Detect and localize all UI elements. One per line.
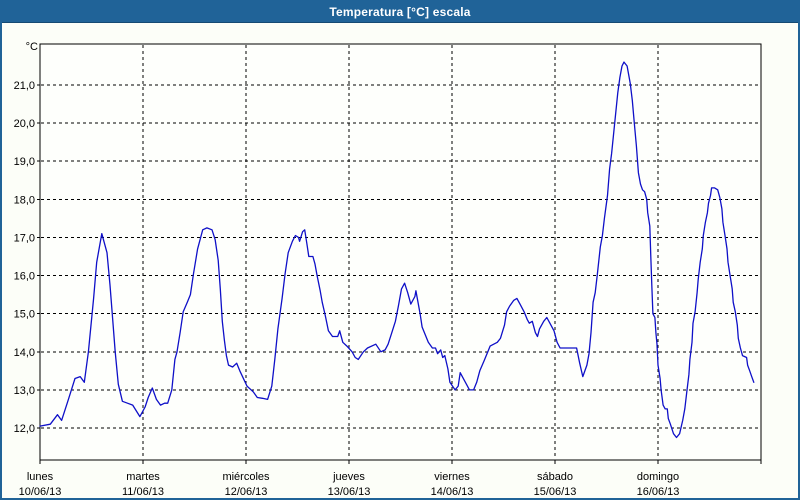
- x-tick-date-label: 14/06/13: [431, 486, 474, 498]
- x-tick-date-label: 12/06/13: [225, 486, 268, 498]
- plot-area: [39, 43, 762, 461]
- y-tick-label: 12,0: [14, 423, 35, 435]
- x-tick-day-label: miércoles: [222, 471, 270, 483]
- x-tick-day-label: lunes: [27, 471, 54, 483]
- temperature-line: [39, 61, 755, 439]
- chart-title: Temperatura [°C] escala: [329, 5, 471, 19]
- chart-area: 21,0 20,0 19,0 18,0 17,0 16,0 15,0 14,0 13,0 12,0…: [2, 23, 798, 498]
- x-tick-date-label: 16/06/13: [637, 486, 680, 498]
- temperature-chart: 21,0 20,0 19,0 18,0 17,0 16,0 15,0 14,0 13,0 12,0…: [14, 41, 762, 498]
- y-tick-label: 15,0: [14, 309, 35, 321]
- x-tick-date-label: 10/06/13: [19, 486, 62, 498]
- x-tick-day-label: domingo: [637, 471, 679, 483]
- y-tick-label: 13,0: [14, 385, 35, 397]
- x-tick-day-label: martes: [126, 471, 160, 483]
- x-tick-day-label: viernes: [434, 471, 470, 483]
- y-tick-label: 20,0: [14, 118, 35, 130]
- y-tick-label: 21,0: [14, 80, 35, 92]
- y-tick-label: 19,0: [14, 156, 35, 168]
- x-tick-day-label: jueves: [332, 471, 365, 483]
- x-tick-day-label: sábado: [537, 471, 573, 483]
- x-tick-date-label: 11/06/13: [122, 486, 164, 498]
- y-tick-label: 14,0: [14, 347, 35, 359]
- title-bar: Temperatura [°C] escala: [2, 2, 798, 23]
- y-tick-label: 18,0: [14, 194, 35, 206]
- x-tick-date-label: 13/06/13: [328, 486, 371, 498]
- y-tick-label: 16,0: [14, 271, 35, 283]
- y-axis-unit-label: °C: [26, 41, 38, 53]
- y-tick-label: 17,0: [14, 232, 35, 244]
- x-tick-date-label: 15/06/13: [534, 486, 577, 498]
